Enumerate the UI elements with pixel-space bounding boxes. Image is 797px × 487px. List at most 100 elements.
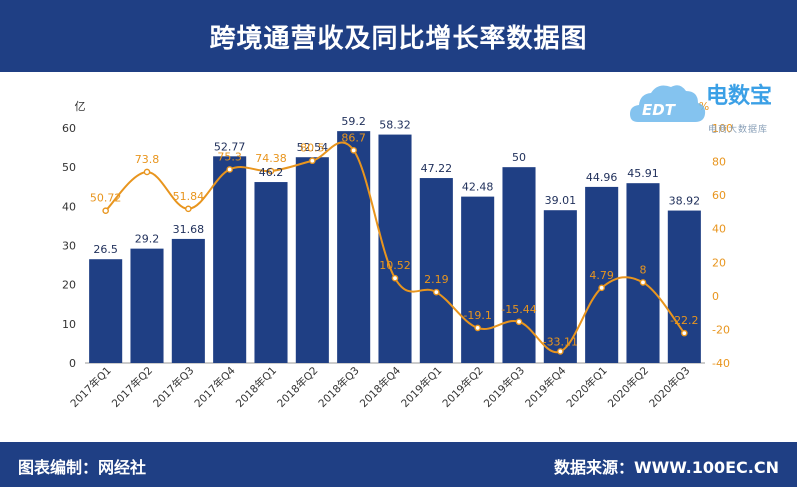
bar-value-label: 31.68	[173, 223, 205, 236]
logo-brand: 电数宝	[706, 84, 773, 109]
bar-value-label: 50	[512, 151, 526, 164]
left-axis-tick-label: 30	[62, 240, 76, 253]
bar-value-label: 39.01	[545, 194, 577, 207]
growth-rate-point	[185, 205, 192, 213]
right-axis-tick-label: 40	[712, 223, 726, 236]
growth-rate-point	[515, 318, 523, 326]
growth-rate-point	[143, 168, 151, 176]
growth-rate-point	[474, 324, 481, 332]
x-tick-label: 2018年Q1	[233, 364, 279, 410]
bar-value-label: 29.2	[135, 233, 160, 246]
line-value-label: 2.19	[424, 273, 449, 286]
bar-value-label: 26.5	[93, 243, 118, 256]
left-axis-tick-label: 60	[62, 122, 76, 135]
logo-cloud-icon: EDT	[630, 85, 706, 122]
logo-mark: EDT	[642, 101, 677, 119]
right-axis-tick-label: 100	[712, 122, 733, 135]
bar	[543, 210, 577, 363]
growth-rate-point	[391, 274, 399, 282]
bar	[502, 167, 536, 363]
right-axis-tick-label: 60	[712, 189, 726, 202]
bars-group	[89, 131, 701, 363]
bar	[295, 157, 329, 363]
bar-value-label: 58.32	[379, 119, 411, 132]
line-value-label: -22.2	[670, 314, 698, 327]
left-axis-tick-label: 50	[62, 161, 76, 174]
growth-rate-point	[681, 329, 688, 337]
right-axis-tick-label: 80	[712, 156, 726, 169]
right-axis-tick-label: -40	[712, 357, 730, 370]
bar-value-label: 46.2	[259, 166, 284, 179]
bar	[130, 248, 164, 363]
x-tick-label: 2019年Q2	[440, 364, 486, 410]
growth-rate-point	[350, 147, 357, 154]
x-tick-label: 2019年Q1	[398, 364, 444, 410]
bar-value-label: 38.92	[669, 195, 701, 208]
bar	[626, 183, 660, 363]
bar-value-label: 45.91	[627, 167, 659, 180]
chart-footer: 图表编制：网经社 数据来源：WWW.100EC.CN	[0, 442, 797, 487]
growth-rate-point	[557, 348, 564, 355]
footer-source: 数据来源：WWW.100EC.CN	[553, 458, 779, 477]
bar	[337, 131, 371, 363]
line-value-label: 50.72	[90, 192, 122, 205]
left-axis-tick-label: 20	[62, 279, 76, 292]
line-value-label: 80.5	[300, 142, 325, 155]
x-tick-label: 2017年Q2	[109, 364, 155, 410]
x-tick-label: 2020年Q2	[605, 364, 651, 410]
chart-title: 跨境通营收及同比增长率数据图	[209, 24, 588, 54]
bar-value-label: 42.48	[462, 181, 494, 194]
right-axis-tick-label: 20	[712, 256, 726, 269]
growth-rate-point	[226, 166, 233, 173]
growth-rate-point	[598, 284, 605, 292]
bar-value-label: 44.96	[586, 171, 618, 184]
x-tick-label: 2018年Q2	[274, 364, 320, 410]
x-tick-label: 2020年Q3	[646, 364, 692, 410]
x-tick-label: 2017年Q1	[68, 364, 114, 410]
bar-value-label: 52.54	[297, 141, 329, 154]
chart-header: 跨境通营收及同比增长率数据图	[0, 0, 797, 72]
line-value-label: -15.44	[501, 303, 536, 316]
bar-value-label: 52.77	[214, 140, 246, 153]
bar	[461, 196, 495, 363]
logo: EDT 电数宝 电商大数据库	[628, 78, 793, 138]
right-axis-unit: %	[699, 100, 709, 113]
left-axis-tick-label: 40	[62, 200, 76, 213]
line-value-label: 8	[640, 263, 647, 276]
bar	[419, 178, 453, 363]
bar	[667, 210, 701, 363]
chart-canvas: 0 10 20 30 40 50 60 亿 -40 -20 0 20 40 60 80 100% 2017年Q1…	[62, 100, 733, 410]
left-axis-tick-label: 0	[69, 357, 76, 370]
bar	[213, 156, 247, 363]
line-value-label: 4.79	[589, 269, 614, 282]
line-value-label: -33.11	[543, 335, 578, 348]
x-tick-label: 2020年Q1	[564, 364, 610, 410]
line-value-label: 51.84	[173, 190, 205, 203]
bar	[585, 186, 619, 363]
left-axis-unit: 亿	[75, 100, 86, 113]
growth-rate-point	[102, 207, 109, 215]
bar	[254, 182, 288, 363]
right-axis-tick-label: -20	[712, 323, 730, 336]
line-group	[102, 141, 688, 355]
left-axis-tick-label: 10	[62, 318, 76, 331]
growth-rate-point	[639, 279, 647, 286]
bar-value-label: 47.22	[421, 162, 453, 175]
line-value-label: 73.8	[135, 153, 160, 166]
line-value-label: 10.52	[379, 259, 411, 272]
line-value-label: 75.3	[217, 150, 242, 163]
bar	[171, 238, 205, 363]
growth-rate-point	[267, 167, 275, 175]
labels-group: 26.5 29.2 31.68 52.77 46.2 52.54 59.2 58.32 47.2…	[90, 115, 700, 348]
x-tick-label: 2019年Q4	[522, 364, 568, 410]
bar	[89, 259, 123, 363]
x-tick-label: 2018年Q4	[357, 364, 403, 410]
x-tick-label: 2019年Q3	[481, 364, 527, 410]
bar-value-label: 59.2	[341, 115, 366, 128]
growth-rate-point	[433, 288, 440, 296]
x-tick-label: 2017年Q3	[150, 364, 196, 410]
growth-rate-point	[309, 157, 316, 165]
line-value-label: -19.1	[463, 309, 491, 322]
right-axis-tick-label: 0	[712, 290, 719, 303]
x-tick-label: 2018年Q3	[316, 364, 362, 410]
